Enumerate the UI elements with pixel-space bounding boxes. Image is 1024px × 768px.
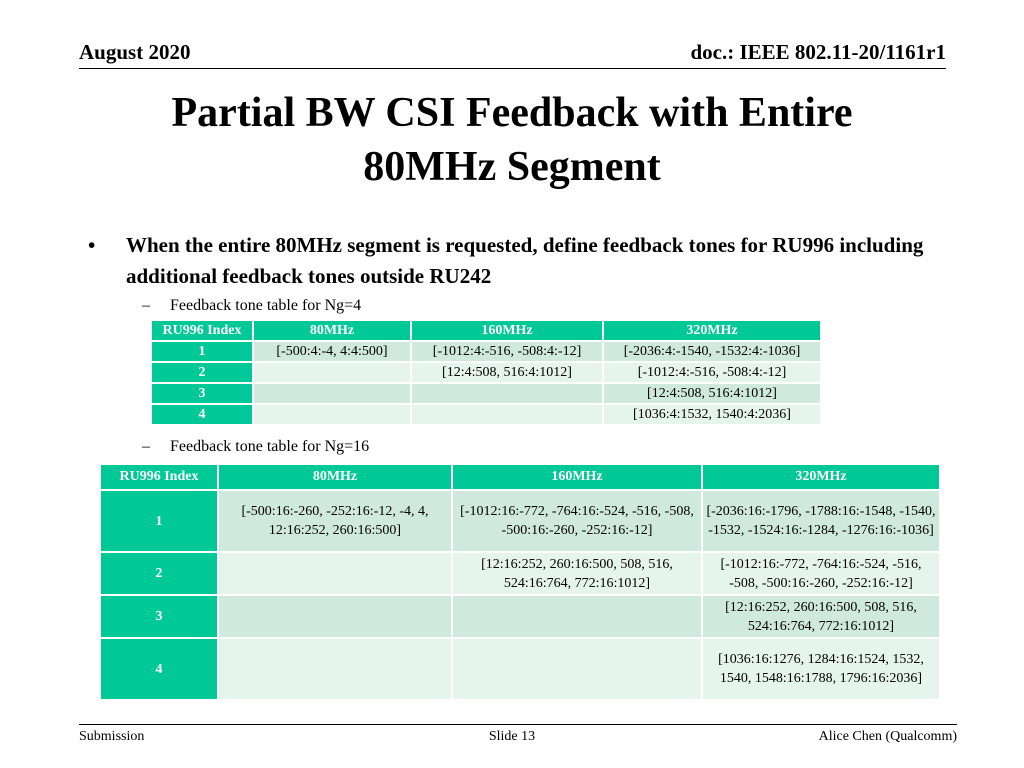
header-doc-id: doc.: IEEE 802.11-20/1161r1: [690, 40, 946, 64]
table-row: 2 [12:16:252, 260:16:500, 508, 516, 524:…: [99, 551, 941, 596]
row-index: 4: [150, 403, 254, 426]
cell: [252, 361, 412, 384]
table-row: 2 [12:4:508, 516:4:1012] [-1012:4:-516, …: [150, 361, 822, 384]
cell: [-1012:16:-772, -764:16:-524, -516, -508…: [701, 551, 941, 596]
cell: [217, 551, 453, 596]
cell: [451, 637, 703, 701]
row-index: 4: [99, 637, 219, 701]
subbullet-marker: –: [142, 297, 150, 314]
cell: [-1012:4:-516, -508:4:-12]: [602, 361, 822, 384]
slide-title-line1: Partial BW CSI Feedback with Entire: [171, 90, 853, 136]
cell: [12:4:508, 516:4:1012]: [602, 382, 822, 405]
bullet-marker: •: [88, 233, 96, 257]
feedback-table-ng16: RU996 Index 80MHz 160MHz 320MHz 1 [-500:…: [99, 463, 941, 701]
feedback-table-ng4: RU996 Index 80MHz 160MHz 320MHz 1 [-500:…: [150, 319, 822, 426]
cell: [1036:4:1532, 1540:4:2036]: [602, 403, 822, 426]
cell: [217, 637, 453, 701]
row-index: 2: [99, 551, 219, 596]
table-header-row: RU996 Index 80MHz 160MHz 320MHz: [150, 319, 822, 342]
col-header: RU996 Index: [99, 463, 219, 491]
col-header: 320MHz: [701, 463, 941, 491]
cell: [252, 403, 412, 426]
cell: [252, 382, 412, 405]
row-index: 2: [150, 361, 254, 384]
table-row: 3 [12:4:508, 516:4:1012]: [150, 382, 822, 405]
row-index: 3: [150, 382, 254, 405]
col-header: 80MHz: [217, 463, 453, 491]
subbullet-marker: –: [142, 438, 150, 455]
cell: [12:4:508, 516:4:1012]: [410, 361, 604, 384]
cell: [-1012:16:-772, -764:16:-524, -516, -508…: [451, 489, 703, 553]
table-header-row: RU996 Index 80MHz 160MHz 320MHz: [99, 463, 941, 491]
cell: [410, 382, 604, 405]
cell: [451, 594, 703, 639]
cell: [-500:16:-260, -252:16:-12, -4, 4, 12:16…: [217, 489, 453, 553]
table-row: 4 [1036:4:1532, 1540:4:2036]: [150, 403, 822, 426]
bullet-text: When the entire 80MHz segment is request…: [126, 233, 924, 288]
table-row: 3 [12:16:252, 260:16:500, 508, 516, 524:…: [99, 594, 941, 639]
col-header: 160MHz: [410, 319, 604, 342]
cell: [-2036:4:-1540, -1532:4:-1036]: [602, 340, 822, 363]
col-header: 80MHz: [252, 319, 412, 342]
cell: [410, 403, 604, 426]
col-header: 320MHz: [602, 319, 822, 342]
cell: [12:16:252, 260:16:500, 508, 516, 524:16…: [701, 594, 941, 639]
col-header: 160MHz: [451, 463, 703, 491]
table-row: 1 [-500:4:-4, 4:4:500] [-1012:4:-516, -5…: [150, 340, 822, 363]
footer-slide-number: Slide 13: [488, 729, 536, 744]
row-index: 1: [99, 489, 219, 553]
table-row: 1 [-500:16:-260, -252:16:-12, -4, 4, 12:…: [99, 489, 941, 553]
slide-title: Partial BW CSI Feedback with Entire 80MH…: [0, 86, 1024, 194]
row-index: 3: [99, 594, 219, 639]
cell: [1036:16:1276, 1284:16:1524, 1532, 1540,…: [701, 637, 941, 701]
subbullet-ng4: Feedback tone table for Ng=4: [170, 297, 362, 314]
footer-divider: [79, 724, 957, 725]
cell: [-2036:16:-1796, -1788:16:-1548, -1540, …: [701, 489, 941, 553]
footer-author: Alice Chen (Qualcomm): [818, 729, 957, 744]
header-date: August 2020: [79, 40, 191, 64]
slide-title-line2: 80MHz Segment: [363, 144, 661, 190]
cell: [217, 594, 453, 639]
header-divider: [79, 68, 946, 69]
cell: [-1012:4:-516, -508:4:-12]: [410, 340, 604, 363]
table-row: 4 [1036:16:1276, 1284:16:1524, 1532, 154…: [99, 637, 941, 701]
col-header: RU996 Index: [150, 319, 254, 342]
footer-submission: Submission: [79, 729, 145, 744]
row-index: 1: [150, 340, 254, 363]
cell: [-500:4:-4, 4:4:500]: [252, 340, 412, 363]
cell: [12:16:252, 260:16:500, 508, 516, 524:16…: [451, 551, 703, 596]
subbullet-ng16: Feedback tone table for Ng=16: [170, 438, 370, 455]
